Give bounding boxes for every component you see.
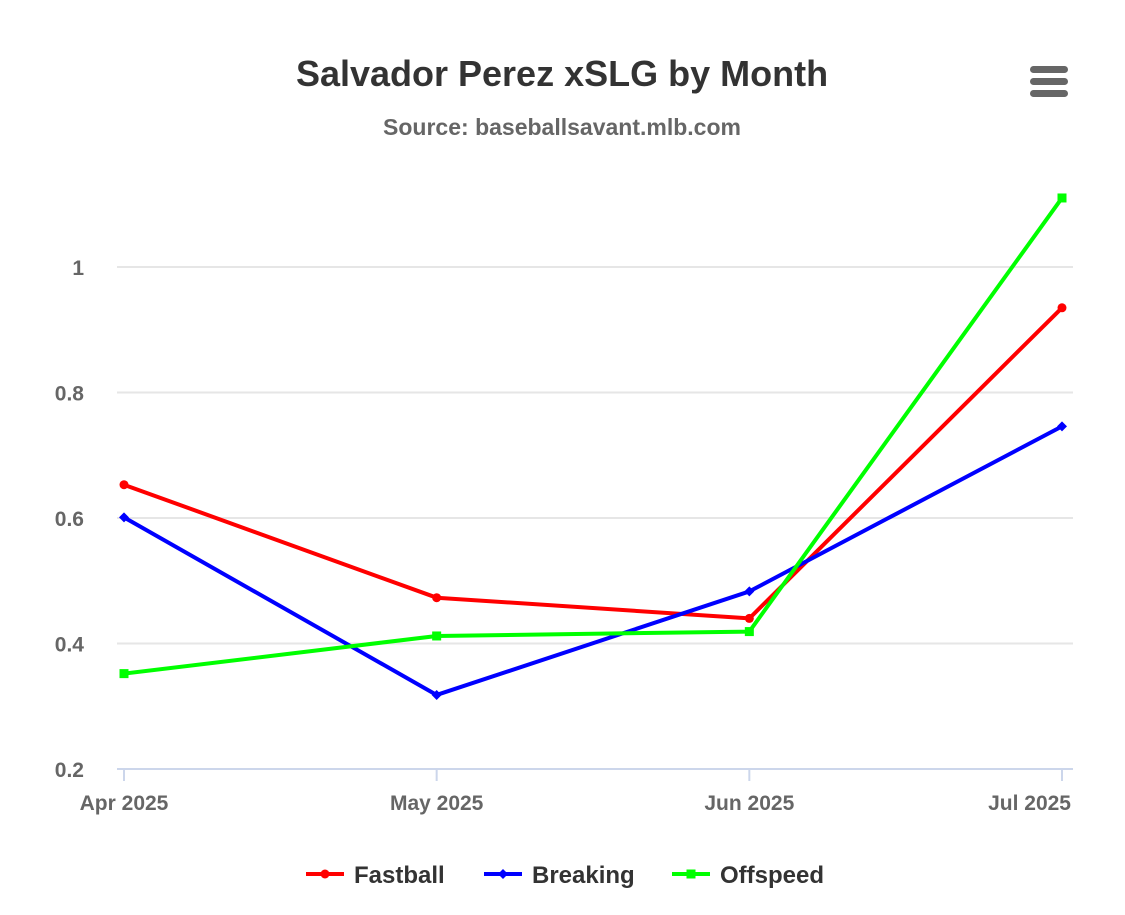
x-tick-label: Apr 2025 (80, 792, 169, 815)
x-axis-tick-labels: Apr 2025 May 2025 Jun 2025 Jul 2025 (80, 792, 1072, 815)
data-point[interactable] (744, 613, 754, 623)
series-offspeed (119, 193, 1067, 679)
series-breaking (119, 421, 1067, 700)
data-point[interactable] (432, 593, 442, 603)
x-axis (117, 768, 1073, 781)
data-point[interactable] (1057, 303, 1067, 313)
y-tick-label: 0.6 (55, 508, 84, 531)
data-point (320, 869, 330, 879)
x-tick-label: May 2025 (390, 792, 484, 815)
series-line[interactable] (122, 195, 1064, 676)
legend-label: Offspeed (720, 862, 824, 889)
legend-item-fastball[interactable]: Fastball (306, 862, 445, 889)
legend-item-offspeed[interactable]: Offspeed (672, 862, 824, 889)
data-point (498, 869, 508, 879)
series-line[interactable] (122, 424, 1064, 697)
y-tick-label: 1 (72, 257, 84, 280)
chart-menu-button[interactable] (1022, 60, 1074, 104)
legend-label: Fastball (354, 862, 445, 889)
data-point[interactable] (744, 586, 755, 597)
y-tick-label: 0.4 (55, 634, 85, 657)
series-fastball (119, 303, 1067, 623)
x-tick-label: Jun 2025 (704, 792, 794, 815)
data-point[interactable] (431, 689, 442, 700)
y-tick-label: 0.8 (55, 383, 85, 406)
data-point[interactable] (1057, 421, 1067, 432)
data-point[interactable] (119, 512, 129, 523)
y-tick-label: 0.2 (55, 759, 84, 782)
data-point (686, 869, 696, 879)
grid-lines (117, 266, 1073, 645)
data-point[interactable] (1057, 193, 1067, 203)
data-point[interactable] (119, 480, 129, 490)
legend-label: Breaking (532, 862, 635, 889)
data-point[interactable] (432, 631, 442, 641)
series-line[interactable] (122, 305, 1064, 621)
data-point[interactable] (744, 627, 754, 637)
x-tick-label: Jul 2025 (988, 792, 1071, 815)
series-lines (119, 193, 1067, 700)
legend-item-breaking[interactable]: Breaking (484, 862, 635, 889)
legend: Fastball Breaking Offspeed (306, 862, 824, 889)
chart-title: Salvador Perez xSLG by Month (296, 53, 828, 94)
y-axis-tick-labels: 0.2 0.4 0.6 0.8 1 (55, 257, 85, 782)
chart-subtitle: Source: baseballsavant.mlb.com (383, 114, 741, 140)
data-point[interactable] (119, 669, 129, 679)
